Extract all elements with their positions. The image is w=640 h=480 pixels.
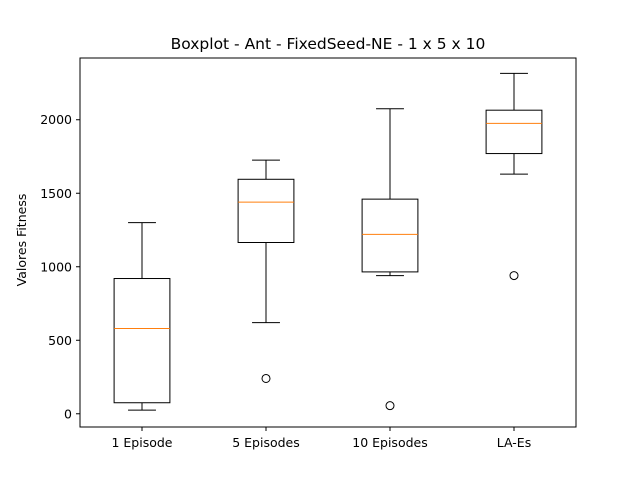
outlier-point <box>509 271 519 281</box>
y-tick-label: 500 <box>48 333 72 348</box>
outlier-point <box>385 401 395 411</box>
box <box>113 278 171 404</box>
x-tick-label: 5 Episodes <box>232 435 300 450</box>
outlier-point <box>261 373 271 383</box>
box <box>485 109 543 155</box>
y-tick-label: 1500 <box>40 186 72 201</box>
box <box>237 178 295 244</box>
axes-frame <box>79 57 577 428</box>
y-tick-label: 0 <box>64 406 72 421</box>
y-tick-label: 2000 <box>40 112 72 127</box>
box <box>361 198 419 273</box>
y-axis-label: Valores Fitness <box>14 194 29 287</box>
x-tick-label: LA-Es <box>497 435 531 450</box>
y-tick-label: 1000 <box>40 259 72 274</box>
x-tick-label: 1 Episode <box>111 435 172 450</box>
plot-area: 0 500 1000 1500 2000 1 Episode 5 Episodes 10 Ep… <box>40 57 577 450</box>
x-tick-label: 10 Episodes <box>352 435 427 450</box>
chart-title: Boxplot - Ant - FixedSeed-NE - 1 x 5 x 1… <box>171 35 486 53</box>
